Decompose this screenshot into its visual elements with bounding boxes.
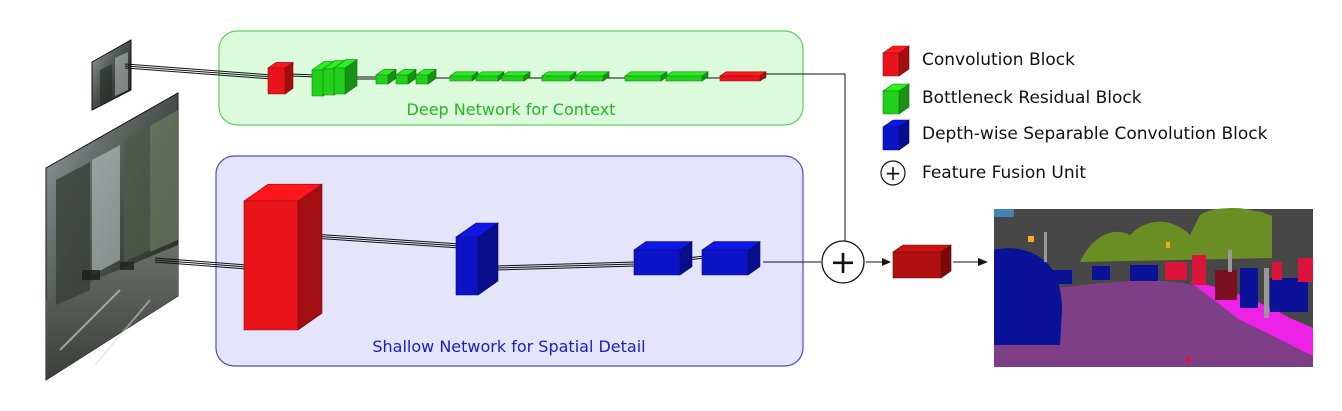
deep-bottleneck-block	[333, 59, 358, 95]
legend-label-bottleneck: Bottleneck Residual Block	[922, 88, 1142, 108]
output-segmentation-image	[994, 208, 1313, 367]
deep-network-blocks	[267, 59, 767, 97]
convolution-block-icon	[882, 45, 910, 77]
deep-bottleneck-block	[449, 71, 479, 82]
bottleneck-block-icon	[882, 83, 910, 115]
feature-fusion-symbol: +	[830, 243, 857, 281]
deep-bottleneck-block	[574, 71, 610, 82]
shallow-depthwise-block	[701, 241, 761, 276]
deep-bottleneck-block	[624, 71, 668, 82]
shallow-network-panel	[215, 155, 804, 367]
deep-bottleneck-block	[665, 71, 709, 82]
feature-fusion-unit	[821, 240, 865, 284]
legend-label-depthwise: Depth-wise Separable Convolution Block	[922, 124, 1268, 144]
arrow-to-output-image	[978, 258, 988, 266]
shallow-network-blocks	[243, 183, 761, 331]
fusion-unit-icon-symbol: +	[885, 161, 902, 185]
deep-conv-block	[719, 71, 767, 82]
legend: + Convolution Block Bottleneck Residual …	[880, 45, 1268, 186]
shallow-depthwise-block	[455, 222, 499, 296]
input-image-small	[91, 39, 132, 111]
depthwise-block-icon	[882, 119, 910, 151]
legend-label-convolution: Convolution Block	[922, 50, 1075, 70]
fusion-unit-icon	[880, 160, 906, 186]
shallow-conv-block	[243, 183, 323, 331]
shallow-network-label: Shallow Network for Spatial Detail	[372, 337, 645, 356]
deep-bottleneck-block	[475, 71, 505, 82]
deep-bottleneck-block	[395, 68, 417, 85]
input-image-large	[45, 92, 179, 381]
arrow-to-output-block	[882, 258, 891, 266]
deep-bottleneck-block	[541, 71, 577, 82]
deep-bottleneck-block	[415, 68, 437, 85]
classifier-conv-block	[892, 244, 952, 279]
classifier-block	[892, 244, 952, 279]
deep-bottleneck-block	[501, 71, 531, 82]
deep-network-label: Deep Network for Context	[407, 100, 616, 119]
deep-conv-block	[267, 61, 294, 95]
deep-bottleneck-block	[375, 68, 397, 85]
legend-label-fusion: Feature Fusion Unit	[922, 163, 1086, 183]
shallow-depthwise-block	[633, 241, 693, 276]
